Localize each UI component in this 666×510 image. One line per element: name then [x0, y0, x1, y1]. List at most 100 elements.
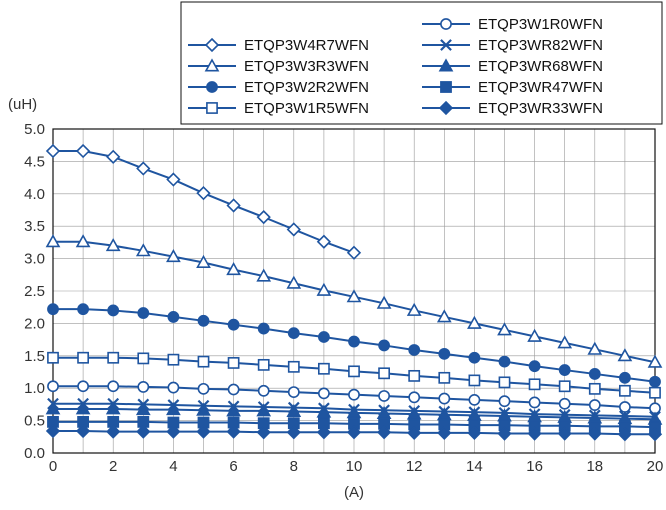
data-point: [528, 360, 541, 373]
data-point: [137, 381, 150, 393]
data-point: [468, 351, 481, 364]
data-point: [256, 403, 272, 417]
data-point: [408, 344, 421, 356]
data-point: [227, 318, 240, 331]
data-point: [468, 393, 481, 406]
data-point: [75, 401, 91, 415]
legend-marker: [438, 58, 454, 72]
data-point: [557, 426, 572, 441]
data-point: [407, 425, 422, 441]
data-point: [256, 268, 272, 282]
data-point: [136, 161, 151, 176]
legend-marker: [440, 39, 452, 51]
data-point: [105, 401, 121, 415]
data-point: [468, 374, 481, 387]
y-tick-label: 4.5: [24, 153, 45, 170]
legend-entry: ETQP3W1R0WFN: [422, 16, 603, 33]
data-point: [137, 307, 150, 319]
data-point: [135, 401, 151, 416]
x-tick-label: 4: [169, 458, 177, 475]
plot-frame: [52, 128, 656, 454]
legend-marker: [438, 100, 454, 116]
legend-label: ETQP3W1R0WFN: [478, 16, 603, 33]
x-tick-label: 12: [406, 458, 423, 475]
data-point: [75, 423, 91, 439]
legend-marker: [204, 37, 220, 53]
data-point: [467, 315, 482, 329]
data-point: [227, 383, 240, 396]
data-point: [77, 351, 89, 364]
data-point: [588, 399, 601, 411]
data-point: [558, 380, 571, 393]
legend-label: ETQP3W2R2WFN: [244, 79, 369, 96]
data-point: [257, 384, 270, 397]
x-tick-label: 0: [49, 458, 57, 475]
data-point: [376, 425, 392, 440]
data-point: [166, 249, 181, 263]
data-point: [257, 322, 270, 335]
data-point: [619, 401, 631, 413]
data-point: [378, 339, 390, 352]
data-point: [226, 403, 241, 417]
data-point: [226, 424, 241, 439]
data-point: [287, 327, 300, 340]
data-point: [196, 402, 211, 416]
y-axis-label: (uH): [8, 96, 37, 113]
data-point: [649, 375, 661, 388]
data-point: [287, 386, 300, 398]
data-point: [316, 234, 332, 249]
x-axis-label: (A): [344, 484, 364, 501]
x-tick-label: 18: [586, 458, 603, 475]
legend: ETQP3W4R7WFN ETQP3W3R3WFN ETQP3W2R2WFN ETQP…: [180, 1, 663, 125]
data-point: [436, 309, 452, 323]
data-point: [167, 311, 180, 323]
data-point: [617, 427, 633, 442]
series-ETQP3WR47WFN: [47, 415, 661, 433]
x-tick-label: 6: [229, 458, 237, 475]
data-point: [166, 172, 181, 187]
legend-marker: [206, 102, 218, 114]
data-point: [348, 388, 360, 401]
series-ETQP3WR33WFN: [45, 423, 663, 442]
series-layer: [45, 143, 663, 442]
data-point: [346, 425, 362, 440]
data-point: [317, 387, 330, 400]
data-point: [527, 426, 542, 441]
y-tick-label: 1.5: [24, 348, 45, 365]
series-ETQP3W2R2WFN: [47, 303, 661, 388]
x-tick-label: 10: [346, 458, 363, 475]
data-point: [227, 357, 240, 369]
data-point: [378, 367, 390, 380]
data-point: [557, 335, 573, 349]
x-tick-label: 20: [647, 458, 664, 475]
data-point: [47, 351, 59, 364]
data-point: [256, 425, 271, 440]
data-point: [498, 376, 511, 389]
data-point: [75, 234, 91, 248]
data-point: [316, 282, 332, 296]
legend-label: ETQP3WR33WFN: [478, 100, 603, 117]
y-tick-label: 3.0: [24, 251, 45, 268]
data-point: [167, 353, 180, 366]
y-tick-label: 2.5: [24, 283, 45, 300]
x-tick-label: 14: [466, 458, 483, 475]
y-tick-label: 1.0: [24, 380, 45, 397]
data-point: [105, 238, 121, 252]
data-point: [286, 222, 301, 237]
data-point: [106, 424, 121, 439]
y-tick-label: 3.5: [24, 218, 45, 235]
data-point: [619, 371, 631, 384]
data-point: [527, 328, 542, 342]
legend-entry: ETQP3W1R5WFN: [188, 100, 369, 117]
y-tick-label: 0.0: [24, 445, 45, 462]
data-point: [317, 331, 330, 343]
data-point: [135, 243, 151, 257]
y-axis-ticks: 0.0 0.5 1.0 1.5 2.0 2.5 3.0 3.5 4.0 4.5 5.0: [24, 121, 45, 462]
series-ETQP3W1R5WFN: [47, 351, 661, 399]
data-point: [558, 397, 571, 410]
data-point: [287, 360, 300, 373]
legend-box: [180, 1, 663, 125]
data-point: [45, 143, 61, 159]
legend-label: ETQP3WR68WFN: [478, 58, 603, 75]
y-tick-label: 5.0: [24, 121, 45, 138]
